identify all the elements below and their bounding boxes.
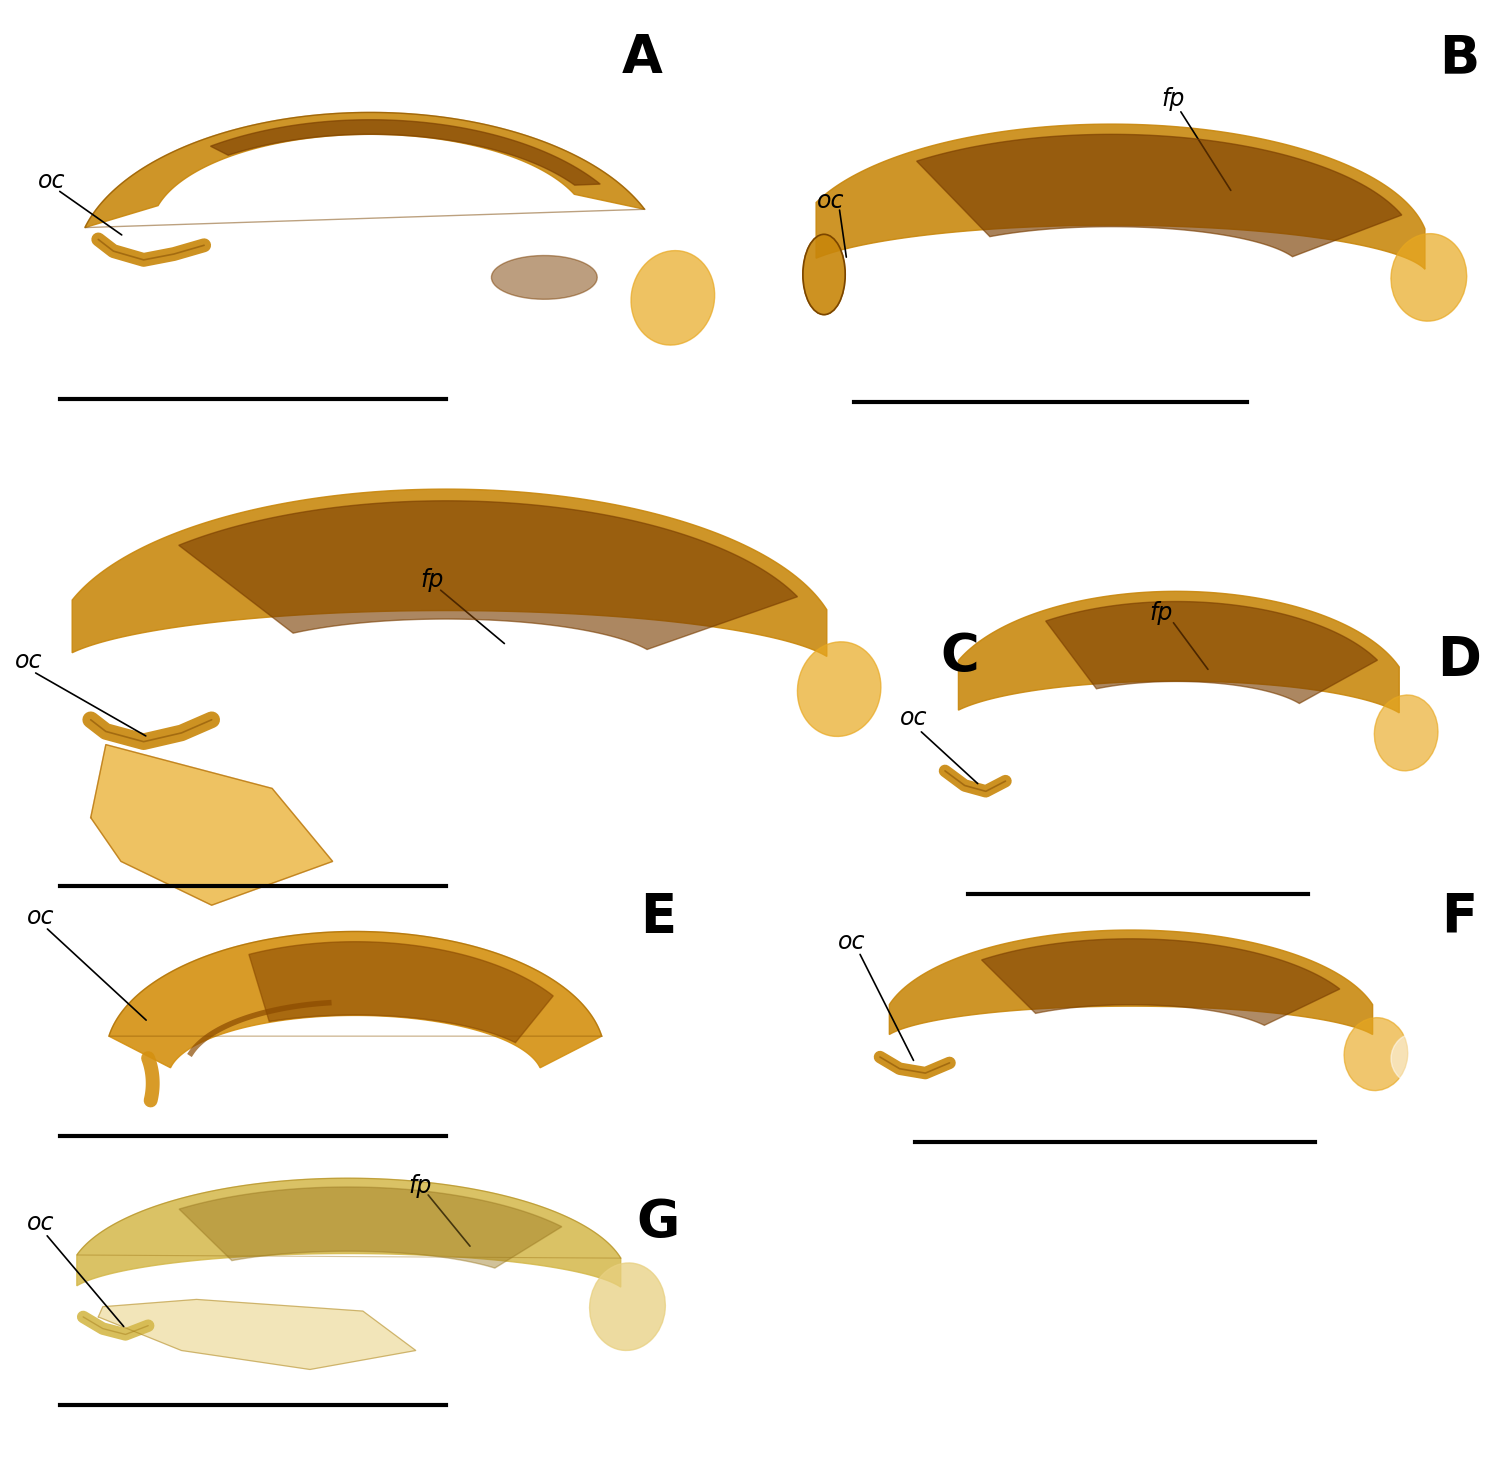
Polygon shape <box>1046 602 1377 704</box>
Polygon shape <box>916 134 1402 257</box>
Ellipse shape <box>1391 234 1467 321</box>
Polygon shape <box>178 501 797 650</box>
Polygon shape <box>981 939 1340 1025</box>
Ellipse shape <box>803 234 845 315</box>
Text: oc: oc <box>38 169 65 193</box>
Text: oc: oc <box>27 905 54 929</box>
Ellipse shape <box>797 642 881 736</box>
Text: fp: fp <box>420 568 443 591</box>
Ellipse shape <box>1374 695 1438 771</box>
Text: fp: fp <box>1161 88 1184 111</box>
Text: oc: oc <box>900 707 927 730</box>
Circle shape <box>1391 1032 1445 1085</box>
Polygon shape <box>109 931 602 1067</box>
Polygon shape <box>889 930 1373 1035</box>
Text: oc: oc <box>15 650 42 673</box>
Polygon shape <box>77 1178 621 1288</box>
Text: D: D <box>1436 634 1482 686</box>
Ellipse shape <box>631 251 715 345</box>
Ellipse shape <box>1344 1018 1408 1091</box>
Polygon shape <box>73 489 827 657</box>
Polygon shape <box>210 120 600 185</box>
Text: G: G <box>637 1197 679 1250</box>
Polygon shape <box>959 591 1399 712</box>
Text: fp: fp <box>408 1174 431 1197</box>
Polygon shape <box>816 124 1424 269</box>
Polygon shape <box>98 1299 416 1369</box>
Text: F: F <box>1441 891 1477 943</box>
Ellipse shape <box>590 1263 665 1351</box>
Polygon shape <box>91 745 333 905</box>
Polygon shape <box>85 112 644 228</box>
Text: C: C <box>940 631 980 683</box>
Text: A: A <box>621 32 664 85</box>
Text: E: E <box>640 891 676 943</box>
Polygon shape <box>249 942 553 1042</box>
Polygon shape <box>178 1187 562 1269</box>
Text: oc: oc <box>838 930 865 953</box>
Polygon shape <box>491 255 597 299</box>
Text: oc: oc <box>27 1212 54 1235</box>
Text: fp: fp <box>1149 602 1172 625</box>
Text: oc: oc <box>816 190 844 213</box>
Text: B: B <box>1439 32 1479 85</box>
